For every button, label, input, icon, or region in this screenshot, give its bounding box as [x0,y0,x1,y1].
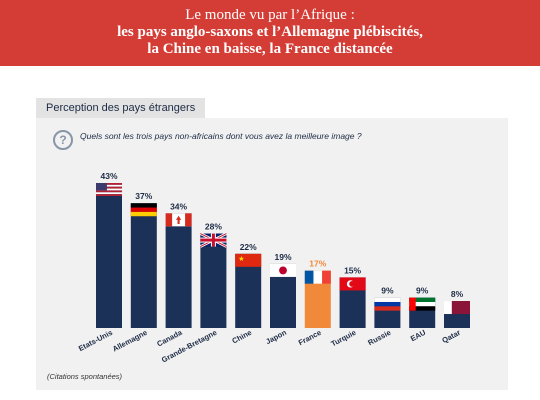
title-line-3: la Chine en baisse, la France distancée [147,41,393,57]
source-note: (Citations spontanées) [47,372,123,381]
value-label: 19% [274,252,291,262]
value-label: 8% [451,289,464,299]
bar-allemagne [130,203,157,328]
uae-flag-icon [409,297,436,311]
value-label: 28% [205,222,222,232]
value-label: 43% [100,171,117,181]
value-label: 37% [135,191,152,201]
value-label: 15% [344,265,361,275]
category-label: Chine [231,328,254,346]
bar-etats-unis [96,183,122,328]
uk-flag-icon [199,232,227,248]
value-label: 22% [240,242,257,252]
japan-flag-icon [270,263,296,277]
category-label: Etats-Unis [77,328,114,353]
qatar-flag-icon [444,301,470,315]
category-label: Japon [264,328,288,347]
title-line-2: les pays anglo-saxons et l’Allemagne plé… [117,24,423,40]
section-tab: Perception des pays étrangers [36,98,206,118]
germany-flag-icon [130,203,157,217]
category-label: Allemagne [111,328,149,354]
question-mark-circle-icon: ? [53,130,73,150]
bar-canada [165,213,192,328]
category-label: Russie [366,328,392,347]
title-line-1: Le monde vu par l’Afrique : [185,7,355,23]
category-label: Qatar [440,328,462,345]
category-label: EAU [409,328,427,343]
svg-text:★: ★ [238,255,244,263]
us-flag-icon [96,183,122,196]
canada-flag-icon [165,213,192,227]
china-flag-icon: ★ [235,253,262,267]
category-label: France [297,328,323,347]
russia-flag-icon [374,297,401,311]
question-text: Quels sont les trois pays non-africains … [80,131,362,141]
value-label: 17% [309,259,326,269]
value-label: 9% [381,286,394,296]
value-label: 34% [170,201,187,211]
value-label: 9% [416,286,429,296]
header-banner: Le monde vu par l’Afrique : les pays ang… [0,0,540,66]
bar-grande-bretagne [200,233,227,328]
category-label: Turquie [330,328,358,349]
france-flag-icon [304,270,331,284]
turkey-flag-icon [339,277,366,291]
